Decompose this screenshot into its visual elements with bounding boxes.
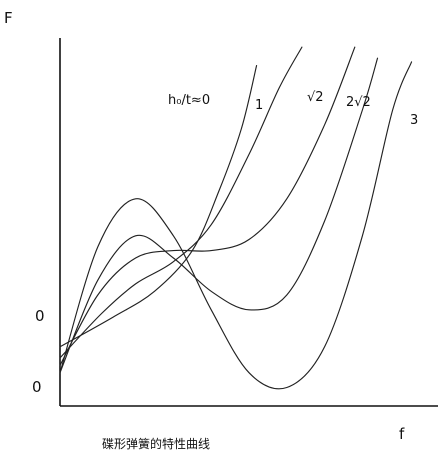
x-axis-label: f — [399, 425, 405, 443]
series-label-group: h₀/t≈0 1 √2 2√2 3 — [168, 90, 418, 128]
series-line-h0-over-t-approx-0 — [59, 65, 258, 348]
series-label-3: 3 — [410, 113, 418, 128]
series-label-sqrt-2: √2 — [307, 90, 324, 105]
series-label-2-sqrt-2: 2√2 — [346, 95, 371, 110]
series-line-sqrt-2 — [59, 46, 356, 366]
y-tick-label-lower: 0 — [32, 378, 42, 396]
series-label-h0-over-t-approx-0: h₀/t≈0 — [168, 93, 210, 108]
y-axis-label: F — [4, 9, 13, 27]
chart-caption: 碟形弹簧的特性曲线 — [102, 436, 210, 451]
y-tick-label-upper: 0 — [35, 307, 45, 325]
curve-group — [59, 46, 413, 390]
series-line-1 — [59, 46, 303, 359]
axes — [59, 38, 438, 407]
series-label-1: 1 — [255, 98, 263, 113]
series-line-2-sqrt-2 — [59, 57, 379, 374]
series-line-3 — [59, 61, 413, 390]
